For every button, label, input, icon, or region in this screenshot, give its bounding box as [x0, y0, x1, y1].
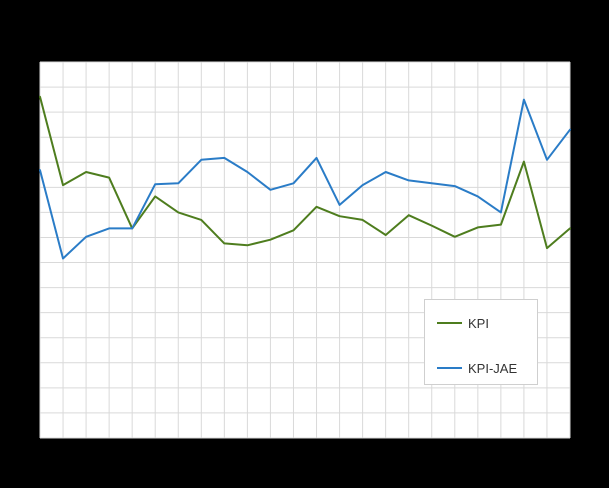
kpi-jae-series-swatch [437, 367, 462, 369]
legend-label-kpi-jae: KPI-JAE [468, 360, 518, 376]
kpi-line-series [39, 95, 571, 250]
legend-label-kpi: KPI [468, 315, 489, 331]
legend-item-kpi-jae[interactable]: KPI-JAE [437, 354, 537, 382]
legend-item-kpi[interactable]: KPI [437, 309, 537, 337]
kpi-jae-line-series [39, 98, 571, 260]
kpi-series-swatch [437, 322, 462, 324]
legend: KPI KPI-JAE [424, 299, 538, 385]
